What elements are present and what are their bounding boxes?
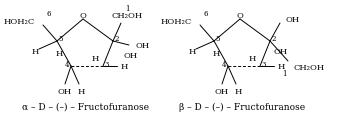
Text: 3: 3 — [262, 60, 266, 68]
Text: 5: 5 — [59, 35, 63, 43]
Text: 1: 1 — [282, 69, 286, 77]
Text: OH: OH — [135, 42, 149, 50]
Text: H: H — [91, 54, 99, 62]
Text: OH: OH — [58, 87, 72, 95]
Text: H: H — [234, 87, 242, 95]
Text: H: H — [121, 62, 128, 70]
Text: OH: OH — [215, 87, 229, 95]
Text: H: H — [55, 50, 63, 57]
Text: OH: OH — [274, 48, 288, 56]
Text: H: H — [212, 50, 220, 57]
Text: O: O — [80, 12, 86, 20]
Text: O: O — [237, 12, 243, 20]
Text: β – D – (–) – Fructofuranose: β – D – (–) – Fructofuranose — [179, 102, 305, 111]
Text: 3: 3 — [105, 60, 109, 68]
Text: 2: 2 — [272, 35, 276, 43]
Text: 1: 1 — [125, 5, 129, 13]
Text: 4: 4 — [65, 60, 69, 68]
Text: 6: 6 — [204, 10, 208, 18]
Text: OH: OH — [286, 16, 300, 24]
Text: 2: 2 — [115, 35, 119, 43]
Text: 5: 5 — [216, 35, 220, 43]
Text: HOH₂C: HOH₂C — [161, 18, 192, 26]
Text: H: H — [188, 48, 196, 56]
Text: 4: 4 — [222, 60, 226, 68]
Text: OH: OH — [123, 52, 137, 60]
Text: H: H — [77, 87, 85, 95]
Text: H: H — [278, 62, 285, 70]
Text: α – D – (–) – Fructofuranose: α – D – (–) – Fructofuranose — [22, 102, 149, 111]
Text: H: H — [31, 48, 39, 56]
Text: CH₂OH: CH₂OH — [111, 12, 143, 20]
Text: HOH₂C: HOH₂C — [4, 18, 35, 26]
Text: H: H — [248, 54, 256, 62]
Text: CH₂OH: CH₂OH — [294, 63, 325, 71]
Text: 6: 6 — [47, 10, 51, 18]
